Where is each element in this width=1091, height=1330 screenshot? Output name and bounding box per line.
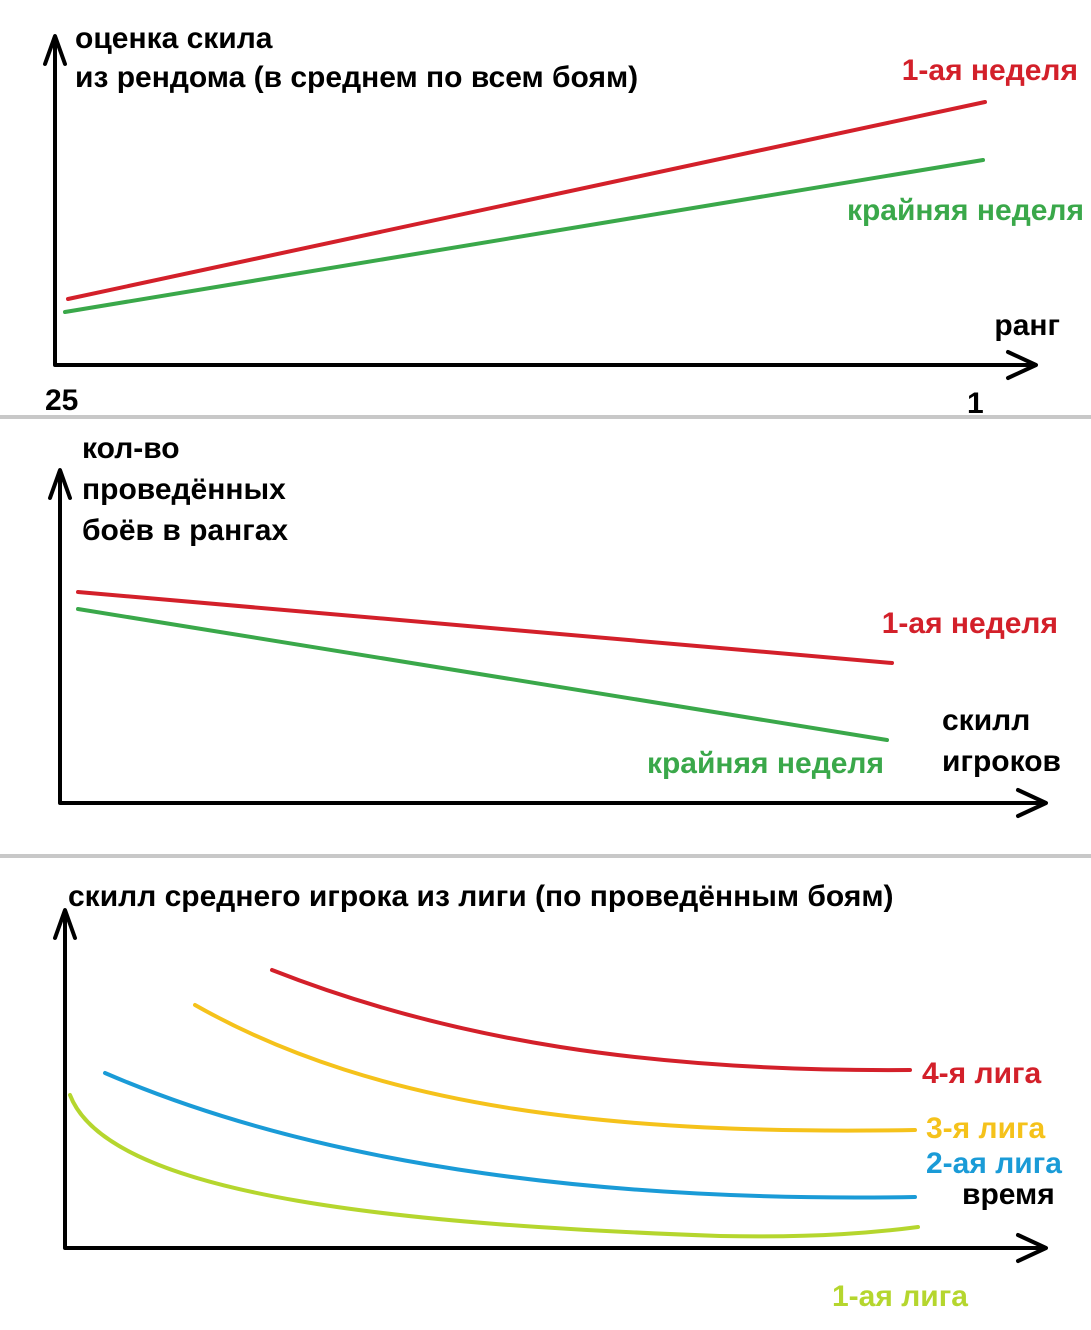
line: [63, 158, 985, 314]
y-label: из рендома (в среднем по всем боям): [75, 61, 638, 94]
line-label: крайняя неделя: [847, 194, 1084, 227]
line-label: 4-я лига: [922, 1057, 1042, 1090]
x-end: 1: [967, 387, 984, 420]
x-label: ранг: [994, 309, 1060, 342]
y-label: проведённых: [82, 473, 286, 506]
axes: [53, 908, 1048, 1263]
line-label: 3-я лига: [926, 1112, 1046, 1145]
curve: [270, 968, 912, 1073]
line: [66, 100, 987, 301]
x-label: время: [962, 1178, 1055, 1211]
line-label: 2-ая лига: [926, 1147, 1062, 1180]
title: скилл среднего игрока из лиги (по провед…: [68, 880, 894, 913]
line: [76, 590, 894, 665]
separator: [0, 415, 1091, 419]
line-label: 1-ая лига: [832, 1280, 968, 1313]
line-label: 1-ая неделя: [902, 54, 1078, 87]
x-label: игроков: [942, 745, 1061, 778]
curve: [68, 1093, 920, 1239]
x-label: скилл: [942, 704, 1030, 737]
panel-1: оценка скила из рендома (в среднем по вс…: [43, 22, 1084, 420]
line-label: 1-ая неделя: [882, 607, 1058, 640]
axes: [48, 468, 1048, 818]
y-label: кол-во: [82, 432, 180, 465]
axes: [43, 34, 1038, 380]
line: [76, 607, 889, 742]
panel-2: кол-во проведённых боёв в рангах 1-ая не…: [48, 432, 1061, 818]
separator: [0, 854, 1091, 858]
y-label: оценка скила: [75, 22, 273, 55]
x-start: 25: [45, 384, 78, 417]
curve: [103, 1071, 917, 1200]
y-label: боёв в рангах: [82, 514, 288, 547]
curve: [193, 1003, 917, 1133]
panel-3: скилл среднего игрока из лиги (по провед…: [53, 880, 1062, 1313]
line-label: крайняя неделя: [647, 747, 884, 780]
